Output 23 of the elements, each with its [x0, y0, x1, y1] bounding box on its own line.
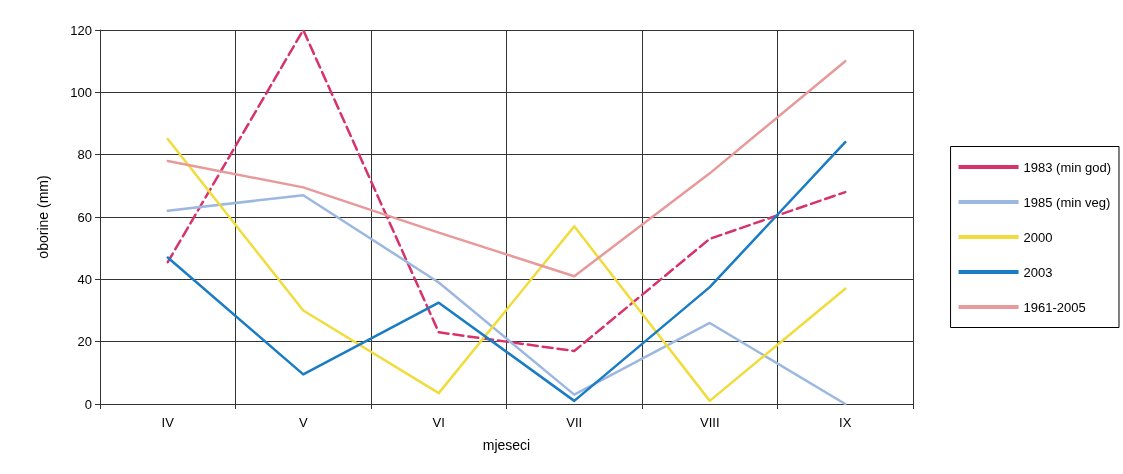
y-tick-label: 0 [84, 396, 92, 412]
x-tick-label: IV [161, 415, 175, 430]
x-tick-label: VIII [699, 415, 720, 430]
legend-label: 2003 [1023, 264, 1053, 280]
legend-label: 1961-2005 [1023, 299, 1086, 315]
x-axis-title: mjeseci [482, 437, 531, 453]
y-tick-label: 60 [77, 209, 92, 225]
line-series [166, 28, 847, 353]
y-tick-label: 120 [70, 22, 92, 38]
y-tick-label: 100 [70, 84, 92, 100]
legend-label: 1983 (min god) [1023, 159, 1112, 175]
x-tick-label: VI [432, 415, 445, 430]
x-tick-label: IX [839, 415, 852, 430]
y-tick-label: 40 [77, 271, 92, 287]
legend-label: 1985 (min veg) [1023, 194, 1111, 210]
legend-label: 2000 [1023, 229, 1053, 245]
y-tick-label: 80 [77, 147, 92, 163]
line-series [166, 59, 847, 278]
y-tick-label: 20 [77, 334, 92, 350]
y-axis-title: oborine (mm) [35, 175, 51, 259]
x-tick-label: VII [566, 415, 583, 430]
line-series [166, 193, 847, 406]
x-tick-label: V [298, 415, 308, 430]
